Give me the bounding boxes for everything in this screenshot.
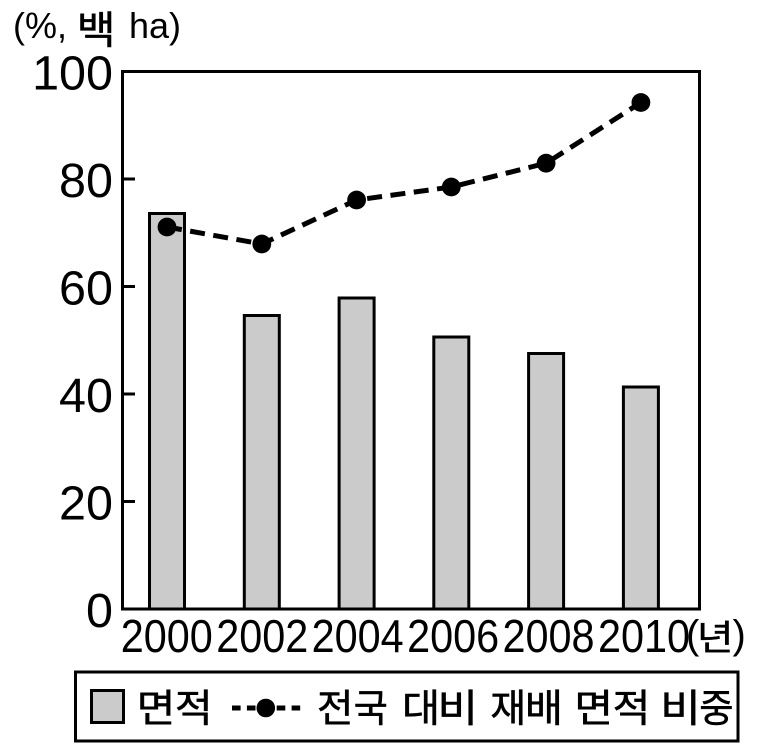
svg-text:0: 0 — [86, 584, 113, 638]
svg-text:(: ( — [686, 613, 700, 657]
svg-text:2010: 2010 — [598, 611, 690, 663]
svg-text:20: 20 — [59, 477, 113, 531]
svg-text:60: 60 — [59, 262, 113, 316]
svg-text:2000: 2000 — [121, 611, 213, 663]
svg-text:2002: 2002 — [216, 611, 308, 663]
svg-text:ha): ha) — [129, 5, 181, 46]
svg-text:100: 100 — [32, 47, 113, 101]
svg-text:40: 40 — [59, 369, 113, 423]
svg-text:80: 80 — [59, 154, 113, 208]
svg-text:2004: 2004 — [312, 611, 404, 663]
svg-text:2006: 2006 — [407, 611, 499, 663]
svg-text:): ) — [733, 613, 746, 657]
svg-text:(%,: (%, — [13, 5, 67, 46]
svg-text:2008: 2008 — [503, 611, 595, 663]
